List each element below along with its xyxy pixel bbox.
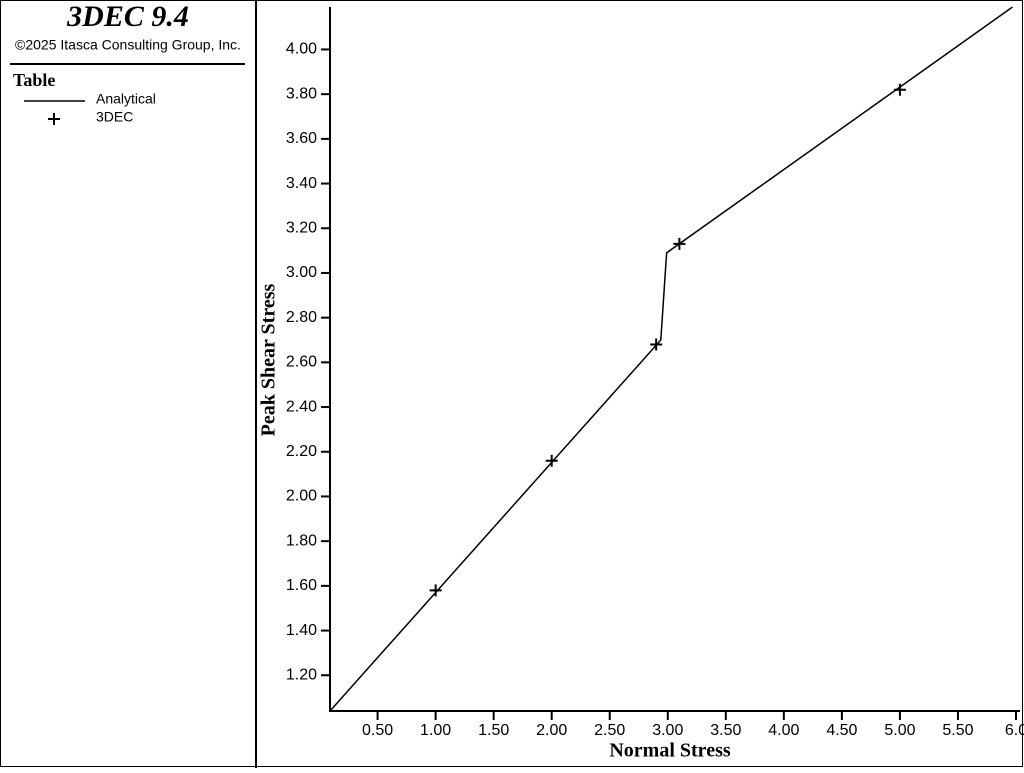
y-tick-label: 2.40	[286, 398, 317, 415]
legend-title: Table	[13, 70, 55, 90]
y-tick-label: 3.40	[286, 175, 317, 192]
data-marker	[893, 83, 906, 96]
x-tick-label: 6.0	[1005, 722, 1024, 739]
x-axis-label: Normal Stress	[609, 740, 730, 762]
x-tick-label: 5.50	[942, 722, 973, 739]
y-tick-label: 4.00	[286, 41, 317, 58]
x-tick-label: 1.00	[420, 722, 451, 739]
y-tick-label: 3.00	[286, 264, 317, 281]
x-tick-label: 2.50	[594, 722, 625, 739]
y-tick-label: 1.20	[286, 666, 317, 683]
y-tick-label: 3.20	[286, 219, 317, 236]
y-tick-label: 1.60	[286, 577, 317, 594]
y-tick-label: 3.80	[286, 85, 317, 102]
y-tick-label: 2.80	[286, 309, 317, 326]
x-tick-label: 5.00	[884, 722, 915, 739]
x-tick-label: 4.00	[768, 722, 799, 739]
data-marker	[673, 237, 686, 250]
y-tick-label: 1.80	[286, 532, 317, 549]
y-tick-label: 2.60	[286, 354, 317, 371]
x-tick-label: 4.50	[826, 722, 857, 739]
x-tick-label: 3.50	[710, 722, 741, 739]
y-tick-label: 2.00	[286, 488, 317, 505]
data-marker	[545, 454, 558, 467]
y-axis-label: Peak Shear Stress	[258, 283, 280, 436]
legend-label: 3DEC	[96, 109, 133, 125]
y-tick-label: 3.60	[286, 130, 317, 147]
x-tick-label: 1.50	[478, 722, 509, 739]
y-tick-label: 2.20	[286, 443, 317, 460]
legend-label: Analytical	[96, 91, 156, 107]
data-marker	[429, 584, 442, 597]
analytical-line	[329, 6, 1013, 712]
x-tick-label: 2.00	[536, 722, 567, 739]
legend-swatch	[48, 113, 60, 125]
copyright: ©2025 Itasca Consulting Group, Inc.	[15, 37, 241, 53]
app-title: 3DEC 9.4	[66, 0, 189, 33]
y-tick-label: 1.40	[286, 622, 317, 639]
x-tick-label: 3.00	[652, 722, 683, 739]
data-marker	[650, 338, 663, 351]
x-tick-label: 0.50	[362, 722, 393, 739]
